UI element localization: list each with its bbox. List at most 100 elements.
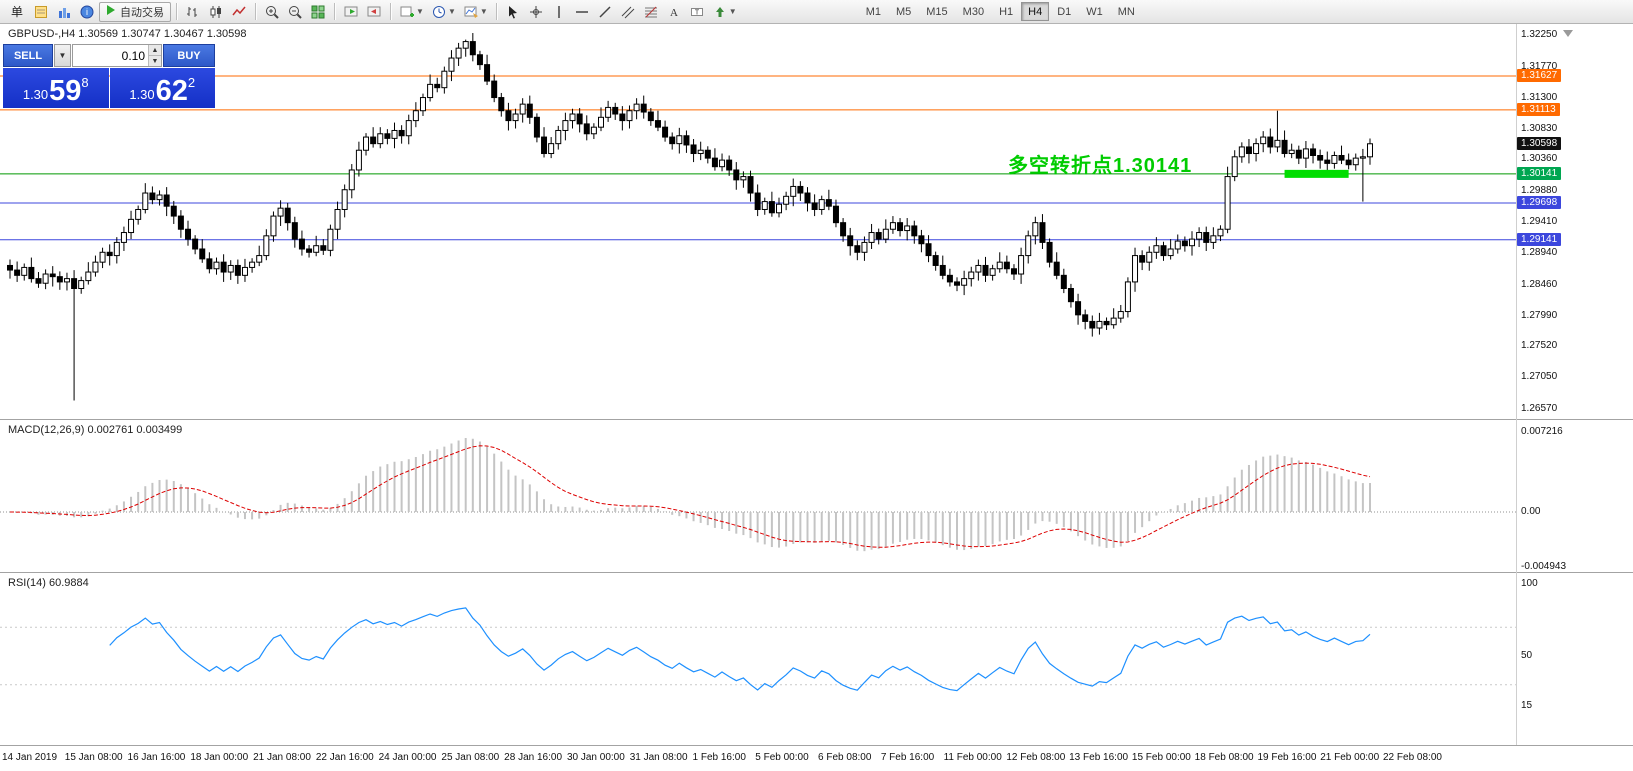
- zoom-in-button[interactable]: [261, 2, 283, 22]
- panel-separator[interactable]: [0, 572, 1633, 573]
- text-label-tool-button[interactable]: T: [686, 2, 708, 22]
- timeframe-button-m1[interactable]: M1: [865, 5, 881, 18]
- crosshair-tool-button[interactable]: [525, 2, 547, 22]
- charts-button[interactable]: [53, 2, 75, 22]
- candle-body: [35, 278, 42, 284]
- candle-body: [711, 157, 718, 168]
- rsi-panel-canvas[interactable]: [0, 574, 1516, 745]
- sell-price-display[interactable]: 1.30 59 8: [3, 68, 109, 108]
- fibonacci-tool-button[interactable]: [640, 2, 662, 22]
- candle-body: [106, 251, 113, 257]
- candle-body: [861, 241, 868, 253]
- candle-body: [825, 199, 832, 207]
- new-order-button[interactable]: [30, 2, 52, 22]
- candle-body: [7, 264, 13, 271]
- candle-body: [327, 228, 334, 251]
- candle-body: [1082, 314, 1089, 322]
- candle-body: [42, 273, 49, 284]
- candle-body: [291, 222, 298, 240]
- lot-increase-button[interactable]: ▲: [149, 45, 161, 56]
- auto-scroll-button[interactable]: [340, 2, 362, 22]
- chart-ohlc-title: GBPUSD-,H4 1.30569 1.30747 1.30467 1.305…: [8, 28, 247, 40]
- candle-body: [1196, 232, 1203, 240]
- trendline-tool-button[interactable]: [594, 2, 616, 22]
- channel-tool-button[interactable]: [617, 2, 639, 22]
- text-tool-button[interactable]: A: [663, 2, 685, 22]
- sell-button[interactable]: SELL: [3, 44, 53, 67]
- candle-body: [1025, 235, 1032, 257]
- candle-body: [1288, 149, 1295, 155]
- candle-body: [576, 113, 583, 125]
- buy-price-display[interactable]: 1.30 62 2: [109, 68, 215, 108]
- macd-axis-label: -0.004943: [1521, 560, 1567, 572]
- candle-body: [419, 97, 426, 112]
- crosshair-icon: [528, 4, 544, 20]
- arrows-tool-button[interactable]: ▼: [709, 2, 740, 22]
- horizontal-line-tool-button[interactable]: [571, 2, 593, 22]
- candle-body: [284, 207, 291, 224]
- candle-body: [1039, 222, 1046, 243]
- timeframe-button-m15[interactable]: M15: [926, 5, 948, 18]
- separator: [255, 3, 257, 20]
- candlestick-icon: [208, 4, 224, 20]
- candle-body: [92, 261, 99, 273]
- candlestick-mode-button[interactable]: [205, 2, 227, 22]
- periods-button[interactable]: ▼: [428, 2, 459, 22]
- templates-button[interactable]: ▼: [460, 2, 491, 22]
- line-chart-icon: [231, 4, 247, 20]
- svg-text:T: T: [695, 9, 700, 16]
- sell-price-big: 59: [49, 74, 82, 107]
- cursor-tool-button[interactable]: [502, 2, 524, 22]
- candle-body: [149, 192, 156, 201]
- candle-body: [441, 70, 448, 89]
- lot-decrease-button[interactable]: ▼: [149, 56, 161, 66]
- candle-body: [590, 126, 597, 135]
- chart-shift-button[interactable]: [363, 2, 385, 22]
- candle-body: [363, 136, 370, 151]
- panel-separator[interactable]: [0, 419, 1633, 420]
- timeframe-button-mn[interactable]: MN: [1117, 5, 1135, 18]
- candle-body: [911, 225, 918, 237]
- panel-separator: [0, 745, 1633, 746]
- lot-size-input[interactable]: [73, 45, 148, 66]
- toolbar: 单 i 自动交易: [0, 0, 1633, 24]
- zoom-out-button[interactable]: [284, 2, 306, 22]
- candle-body: [1089, 320, 1096, 329]
- menu-label[interactable]: 单: [11, 5, 24, 19]
- vertical-line-tool-button[interactable]: [548, 2, 570, 22]
- candle-body: [932, 255, 939, 266]
- macd-panel-canvas[interactable]: [0, 420, 1516, 572]
- candle-body: [583, 123, 590, 135]
- timeframe-button-h1[interactable]: H1: [999, 5, 1014, 18]
- timeframe-button-d1[interactable]: D1: [1057, 5, 1072, 18]
- time-axis-label: 14 Jan 2019: [2, 752, 58, 763]
- candle-body: [448, 57, 455, 72]
- candle-body: [1210, 235, 1217, 243]
- timeframe-button-h4[interactable]: H4: [1021, 2, 1050, 21]
- bar-chart-mode-button[interactable]: [182, 2, 204, 22]
- timeframe-button-m30[interactable]: M30: [962, 5, 985, 18]
- autotrading-button[interactable]: 自动交易: [99, 1, 172, 22]
- candle-body: [192, 238, 199, 250]
- lot-dropdown-button[interactable]: ▼: [54, 44, 71, 67]
- time-axis-label: 21 Feb 00:00: [1320, 752, 1380, 763]
- market-info-button[interactable]: i: [76, 2, 98, 22]
- candle-body: [640, 103, 647, 113]
- line-chart-mode-button[interactable]: [228, 2, 250, 22]
- new-chart-button[interactable]: ▼: [396, 2, 427, 22]
- candle-body: [548, 143, 555, 155]
- candle-body: [868, 232, 875, 243]
- time-axis[interactable]: 14 Jan 2019 15 Jan 08:00 16 Jan 16:00 18 Ja…: [0, 746, 1633, 771]
- timeframe-button-w1[interactable]: W1: [1086, 5, 1103, 18]
- candle-body: [63, 278, 70, 283]
- candle-body: [605, 106, 612, 118]
- timeframe-button-m5[interactable]: M5: [895, 5, 912, 18]
- buy-button[interactable]: BUY: [163, 44, 215, 67]
- tile-windows-button[interactable]: [307, 2, 329, 22]
- candle-body: [1160, 245, 1167, 257]
- macd-label: MACD(12,26,9) 0.002761 0.003499: [8, 424, 183, 436]
- separator: [390, 3, 392, 20]
- main-chart-canvas[interactable]: [0, 24, 1516, 420]
- candle-body: [897, 222, 904, 232]
- chart-shift-marker-icon[interactable]: [1563, 30, 1573, 37]
